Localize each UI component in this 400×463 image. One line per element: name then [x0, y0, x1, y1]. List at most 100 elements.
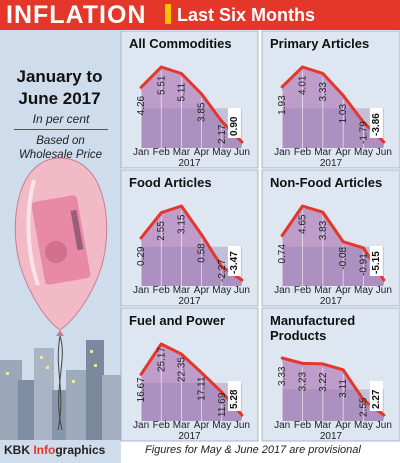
chart-title-non-food-articles: Non-Food Articles — [270, 175, 382, 190]
chart-value-non-food-articles-6: -5.15 — [371, 251, 382, 274]
chart-value-box-primary-articles — [369, 108, 383, 138]
chart-month-food-articles-4: Apr — [194, 285, 210, 296]
chart-value-food-articles-1: 0.29 — [136, 246, 147, 266]
chart-value-primary-articles-1: 1.93 — [277, 95, 288, 115]
chart-month-primary-articles-6: Jun — [376, 147, 392, 158]
chart-year-all-commodities: 2017 — [178, 158, 201, 169]
chart-value-primary-articles-4: 1.03 — [338, 103, 349, 123]
chart-value-food-articles-6: -3.47 — [229, 251, 240, 274]
chart-month-food-articles-1: Jan — [133, 285, 149, 296]
chart-fuel-and-power: Fuel and Power 16.67 25.17 22.35 17.11 11.69 5… — [120, 307, 259, 442]
credit-label: KBK Infographics — [4, 443, 105, 457]
chart-value-manufactured-products-3: 3.22 — [318, 372, 329, 392]
chart-value-box-all-commodities — [227, 108, 241, 138]
chart-month-food-articles-5: May — [212, 285, 231, 296]
chart-value-manufactured-products-2: 3.23 — [298, 371, 309, 391]
chart-month-fuel-and-power-4: Apr — [194, 420, 210, 431]
chart-value-primary-articles-3: 3.33 — [318, 82, 329, 102]
chart-month-manufactured-products-1: Jan — [274, 420, 290, 431]
balloon-strings-icon — [57, 335, 63, 431]
city-skyline-illustration — [0, 340, 121, 440]
chart-month-all-commodities-6: Jun — [234, 147, 250, 158]
chart-primary-articles: Primary Articles 1.93 4.01 3.33 1.03 -1.79 -3.… — [261, 30, 400, 169]
credit-accent: Info — [33, 443, 56, 457]
chart-month-food-articles-2: Feb — [153, 285, 171, 296]
chart-value-box-manufactured-products — [369, 381, 383, 411]
chart-month-primary-articles-2: Feb — [294, 147, 312, 158]
chart-area-non-food-articles — [282, 206, 384, 286]
chart-month-non-food-articles-1: Jan — [274, 285, 290, 296]
chart-month-primary-articles-3: Mar — [314, 147, 332, 158]
period-line-1: January to — [16, 67, 103, 86]
chart-value-fuel-and-power-2: 25.17 — [156, 347, 167, 372]
chart-year-manufactured-products: 2017 — [320, 431, 343, 442]
chart-value-non-food-articles-3: 3.83 — [318, 220, 329, 240]
chart-line-all-commodities — [139, 65, 244, 144]
chart-month-primary-articles-1: Jan — [274, 147, 290, 158]
chart-value-all-commodities-6: 0.90 — [229, 116, 240, 136]
chart-all-commodities: All Commodities 4.26 5.51 5.11 3.85 2.17 0.90 J… — [120, 30, 259, 169]
chart-title-primary-articles: Primary Articles — [270, 36, 369, 51]
chart-area-manufactured-products — [282, 358, 384, 421]
chart-value-non-food-articles-1: 0.74 — [277, 244, 288, 264]
balloon-icon — [14, 157, 108, 336]
chart-value-fuel-and-power-3: 22.35 — [176, 357, 187, 382]
chart-value-fuel-and-power-1: 16.67 — [136, 377, 147, 402]
chart-shade-primary-articles — [282, 108, 384, 148]
chart-value-non-food-articles-5: -0.91 — [359, 253, 370, 276]
chart-value-box-fuel-and-power — [227, 381, 241, 411]
chart-value-box-food-articles — [227, 246, 241, 276]
chart-shade-manufactured-products — [282, 389, 384, 421]
chart-month-non-food-articles-4: Apr — [335, 285, 351, 296]
chart-month-fuel-and-power-1: Jan — [133, 420, 149, 431]
chart-value-food-articles-5: -2.27 — [217, 259, 228, 282]
unit-divider — [14, 129, 108, 130]
chart-month-all-commodities-1: Jan — [133, 147, 149, 158]
chart-value-manufactured-products-1: 3.33 — [277, 366, 288, 386]
chart-month-non-food-articles-3: Mar — [314, 285, 332, 296]
chart-month-fuel-and-power-2: Feb — [153, 420, 171, 431]
page-title: INFLATION — [6, 1, 147, 29]
chart-month-fuel-and-power-5: May — [212, 420, 231, 431]
chart-year-fuel-and-power: 2017 — [178, 431, 201, 442]
chart-month-food-articles-6: Jun — [234, 285, 250, 296]
chart-value-fuel-and-power-6: 5.28 — [229, 389, 240, 409]
chart-month-all-commodities-5: May — [212, 147, 231, 158]
chart-title-manufactured-products-2: Products — [270, 328, 326, 343]
chart-month-fuel-and-power-6: Jun — [234, 420, 250, 431]
chart-month-primary-articles-5: May — [354, 147, 373, 158]
chart-month-food-articles-3: Mar — [173, 285, 191, 296]
chart-month-manufactured-products-4: Apr — [335, 420, 351, 431]
balloon-illustration — [0, 157, 121, 440]
chart-value-box-non-food-articles — [369, 246, 383, 276]
chart-month-all-commodities-2: Feb — [153, 147, 171, 158]
chart-month-manufactured-products-2: Feb — [294, 420, 312, 431]
chart-value-fuel-and-power-4: 17.11 — [197, 376, 208, 401]
chart-value-all-commodities-5: 2.17 — [217, 124, 228, 144]
chart-month-non-food-articles-5: May — [354, 285, 373, 296]
period-label: January to June 2017 — [4, 66, 115, 110]
page-subtitle: Last Six Months — [177, 5, 316, 25]
credit-prefix: KBK — [4, 443, 34, 457]
provisional-footnote: Figures for May & June 2017 are provisio… — [145, 444, 361, 456]
chart-line-food-articles — [139, 204, 244, 282]
chart-value-all-commodities-4: 3.85 — [197, 102, 208, 122]
chart-shade-all-commodities — [141, 108, 242, 148]
chart-title-food-articles: Food Articles — [129, 175, 212, 190]
chart-month-manufactured-products-5: May — [354, 420, 373, 431]
credit-suffix: graphics — [55, 443, 106, 457]
chart-shade-fuel-and-power — [141, 383, 242, 421]
chart-year-primary-articles: 2017 — [320, 158, 343, 169]
chart-value-all-commodities-3: 5.11 — [176, 82, 187, 101]
chart-area-food-articles — [141, 206, 242, 286]
title-divider — [165, 4, 171, 24]
chart-value-manufactured-products-6: 2.27 — [371, 389, 382, 409]
chart-line-fuel-and-power — [139, 342, 244, 417]
chart-value-non-food-articles-2: 4.65 — [298, 214, 309, 234]
chart-area-fuel-and-power — [141, 344, 242, 421]
chart-month-manufactured-products-6: Jun — [376, 420, 392, 431]
chart-month-non-food-articles-6: Jun — [376, 285, 392, 296]
